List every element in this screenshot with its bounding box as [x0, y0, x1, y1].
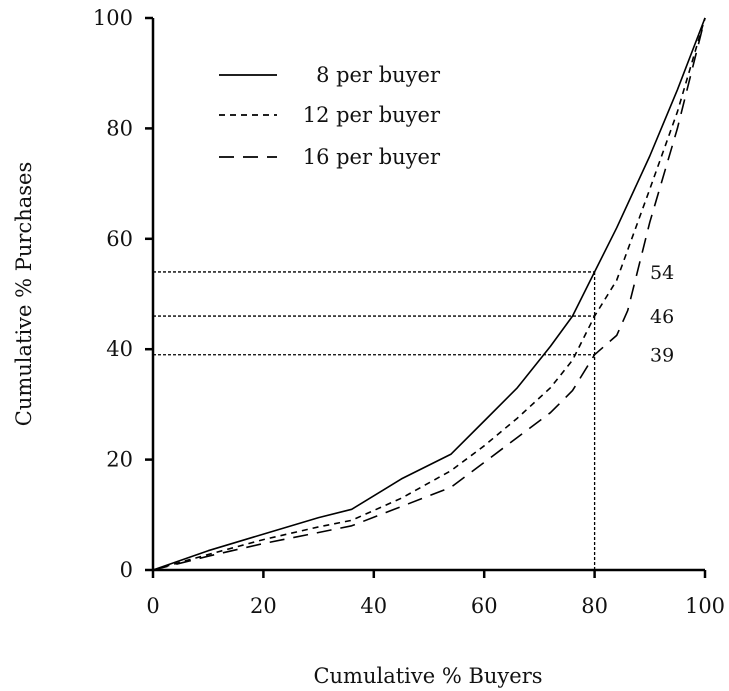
reference-lines [153, 271, 596, 570]
reference-label: 46 [650, 306, 674, 328]
legend: 8 per buyer 12 per buyer 16 per buyer [219, 63, 441, 169]
reference-label: 39 [650, 345, 674, 367]
reference-label: 54 [650, 262, 674, 284]
x-axis-label: Cumulative % Buyers [313, 664, 542, 688]
ticks: 0 20 40 60 80 100 0 20 40 60 80 100 [93, 6, 725, 618]
x-tick-label: 80 [581, 594, 608, 618]
x-tick-label: 60 [471, 594, 498, 618]
x-tick-label: 0 [146, 594, 159, 618]
reference-labels: 54 46 39 [650, 262, 674, 367]
series-line-1 [152, 17, 706, 571]
y-tick-label: 20 [106, 448, 133, 472]
y-tick-label: 100 [93, 6, 133, 30]
x-tick-label: 20 [250, 594, 277, 618]
legend-label-3: 16 per buyer [303, 145, 441, 169]
y-tick-label: 40 [106, 337, 133, 361]
y-tick-label: 80 [106, 116, 133, 140]
y-axis-label: Cumulative % Purchases [12, 162, 36, 427]
series-line-2 [152, 17, 706, 571]
axes [151, 18, 705, 572]
y-tick-label: 0 [120, 558, 133, 582]
x-tick-label: 100 [685, 594, 725, 618]
x-tick-label: 40 [360, 594, 387, 618]
y-tick-label: 60 [106, 227, 133, 251]
series-lines [152, 17, 706, 571]
legend-label-1: 8 per buyer [316, 63, 441, 87]
legend-label-2: 12 per buyer [303, 103, 441, 127]
series-line-3 [152, 17, 706, 571]
